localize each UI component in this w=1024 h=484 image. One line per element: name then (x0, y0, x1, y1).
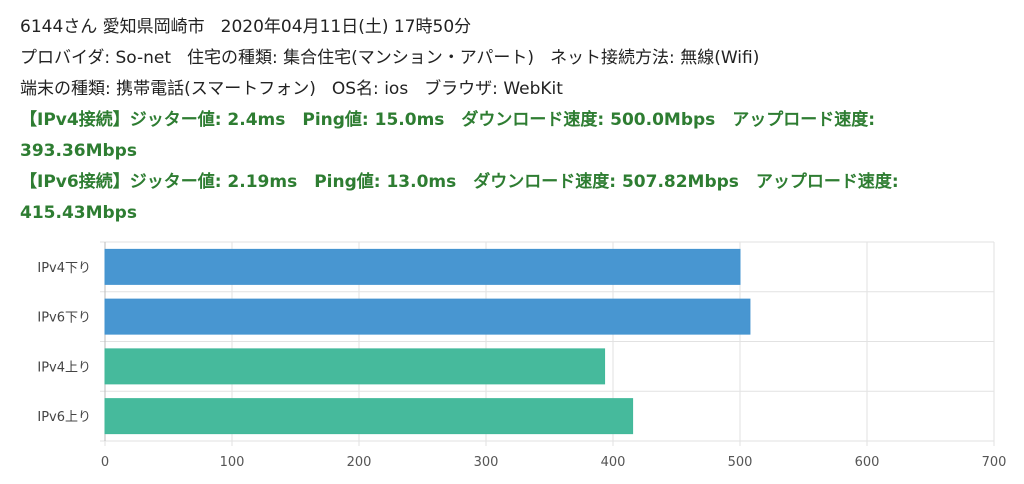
category-label: IPv6上り (37, 410, 91, 425)
os-text: OS名: ios (331, 79, 409, 99)
environment-line: プロバイダ: So-net 住宅の種類: 集合住宅(マンション・アパート) ネット接… (20, 43, 1010, 74)
ipv4-result-line2: 393.36Mbps (20, 141, 137, 161)
x-tick-label: 100 (220, 455, 245, 470)
user-location: 6144さん 愛知県岡崎市 (20, 17, 205, 37)
provider-text: プロバイダ: So-net (20, 48, 171, 68)
speed-bar-chart: IPv4下り IPv6下り IPv4上り IPv6上り 0 100 200 300 400 50… (37, 241, 1007, 470)
ipv6-result-line2: 415.43Mbps (20, 203, 137, 223)
chart-tick-labels: 0 100 200 300 400 500 600 700 (101, 455, 1007, 470)
x-tick-label: 400 (601, 455, 626, 470)
ipv6-result-line1: 【IPv6接続】ジッター値: 2.19ms Ping値: 13.0ms ダウンロ… (20, 172, 899, 192)
x-tick-label: 200 (347, 455, 372, 470)
bar-IPv6上り (104, 398, 634, 435)
browser-text: ブラウザ: WebKit (424, 79, 563, 99)
device-line: 端末の種類: 携帯電話(スマートフォン) OS名: ios ブラウザ: WebKit (20, 74, 1010, 105)
bar-IPv4上り (104, 348, 606, 385)
device-text: 端末の種類: 携帯電話(スマートフォン) (20, 79, 316, 99)
category-label: IPv4上り (37, 360, 91, 375)
x-tick-label: 600 (855, 455, 880, 470)
chart-bars (104, 248, 751, 435)
bar-IPv6下り (104, 298, 751, 335)
category-label: IPv6下り (37, 311, 91, 326)
housing-text: 住宅の種類: 集合住宅(マンション・アパート) (187, 48, 535, 68)
header-line: 6144さん 愛知県岡崎市 2020年04月11日(土) 17時50分 (20, 12, 1010, 43)
speed-test-info: 6144さん 愛知県岡崎市 2020年04月11日(土) 17時50分 プロバイダ… (20, 12, 1010, 229)
chart-category-labels: IPv4下り IPv6下り IPv4上り IPv6上り (37, 261, 91, 425)
x-tick-label: 0 (101, 455, 109, 470)
x-tick-label: 300 (474, 455, 499, 470)
category-label: IPv4下り (37, 261, 91, 276)
x-tick-label: 700 (982, 455, 1007, 470)
x-tick-label: 500 (728, 455, 753, 470)
test-datetime: 2020年04月11日(土) 17時50分 (220, 17, 472, 37)
bar-IPv4下り (104, 248, 741, 285)
ipv4-result-line1: 【IPv4接続】ジッター値: 2.4ms Ping値: 15.0ms ダウンロー… (20, 110, 876, 130)
connection-text: ネット接続方法: 無線(Wifi) (550, 48, 760, 68)
